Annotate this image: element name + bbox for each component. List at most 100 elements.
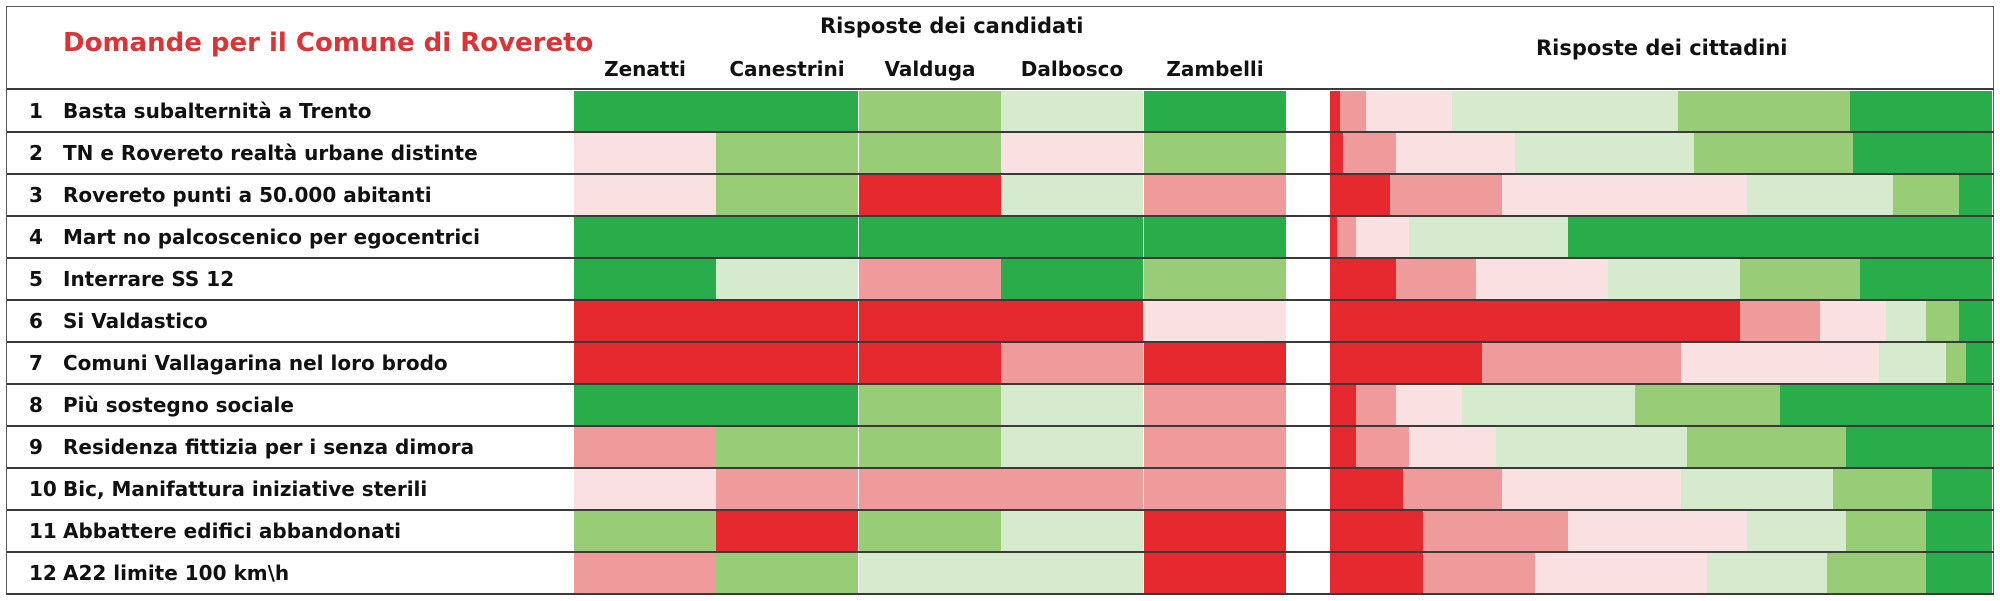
citizen-answer-segment (1330, 385, 1356, 425)
citizen-answer-segment (1780, 385, 1992, 425)
question-text: A22 limite 100 km\h (63, 561, 290, 585)
citizen-answer-segment (1496, 427, 1687, 467)
citizen-answer-segment (1330, 217, 1337, 257)
citizen-answer-segment (1827, 553, 1926, 593)
candidate-answer-cell (1001, 343, 1143, 383)
citizen-answer-segment (1330, 175, 1390, 215)
candidate-answer-cell (574, 259, 716, 299)
candidate-answer-cell (716, 385, 858, 425)
candidate-answer-cell (574, 511, 716, 551)
citizen-answer-segment (1959, 301, 1992, 341)
citizen-answer-segment (1340, 91, 1366, 131)
question-text: Più sostegno sociale (63, 393, 294, 417)
question-text: Comuni Vallagarina nel loro brodo (63, 351, 448, 375)
citizen-answer-segment (1833, 469, 1932, 509)
row-separator (7, 383, 1994, 385)
candidate-answer-cell (716, 427, 858, 467)
question-number: 12 (29, 561, 57, 585)
citizen-answer-segment (1390, 175, 1502, 215)
candidate-answer-cell (1001, 259, 1143, 299)
candidate-answer-cell (1144, 217, 1286, 257)
candidate-answer-cell (574, 301, 716, 341)
question-number: 2 (29, 141, 43, 165)
row-separator (7, 299, 1994, 301)
candidate-answer-cell (574, 553, 716, 593)
citizen-answer-segment (1409, 427, 1496, 467)
question-label: 4 Mart no palcoscenico per egocentrici (7, 217, 567, 257)
citizen-answer-segment (1687, 427, 1846, 467)
citizen-answer-segment (1409, 217, 1568, 257)
candidate-answer-cell (1001, 133, 1143, 173)
candidate-answer-cell (1144, 511, 1286, 551)
question-number: 6 (29, 309, 43, 333)
question-text: TN e Rovereto realtà urbane distinte (63, 141, 478, 165)
candidate-answer-cell (574, 91, 716, 131)
candidate-header-zenatti: Zenatti (604, 57, 686, 81)
row-separator (7, 173, 1994, 175)
candidate-answer-cell (1001, 217, 1143, 257)
citizen-answer-segment (1330, 469, 1403, 509)
candidate-answer-cell (859, 469, 1001, 509)
citizen-answer-segment (1740, 301, 1820, 341)
citizen-answer-segment (1356, 385, 1396, 425)
question-text: Si Valdastico (63, 309, 208, 333)
question-number: 11 (29, 519, 57, 543)
citizen-answer-segment (1502, 175, 1747, 215)
citizen-answer-segment (1946, 343, 1966, 383)
question-text: Basta subalternità a Trento (63, 99, 372, 123)
question-label: 6 Si Valdastico (7, 301, 567, 341)
citizen-answer-segment (1893, 175, 1959, 215)
row-separator (7, 215, 1994, 217)
citizen-answer-segment (1926, 301, 1959, 341)
question-label: 1 Basta subalternità a Trento (7, 91, 567, 131)
question-text: Interrare SS 12 (63, 267, 235, 291)
candidate-answer-cell (716, 343, 858, 383)
candidate-answer-cell (1001, 469, 1143, 509)
candidate-answer-cell (574, 385, 716, 425)
citizen-answer-segment (1966, 343, 1992, 383)
row-separator (7, 257, 1994, 259)
candidate-answer-cell (859, 511, 1001, 551)
candidate-answer-cell (716, 301, 858, 341)
citizen-answer-segment (1932, 469, 1992, 509)
citizen-answer-segment (1343, 133, 1396, 173)
candidate-answer-cell (1144, 343, 1286, 383)
candidate-answer-cell (859, 175, 1001, 215)
citizen-answer-segment (1846, 511, 1926, 551)
header-separator (7, 88, 1994, 90)
question-text: Residenza fittizia per i senza dimora (63, 435, 475, 459)
question-number: 1 (29, 99, 43, 123)
candidate-answer-cell (1001, 175, 1143, 215)
candidate-answer-cell (859, 427, 1001, 467)
citizen-answer-segment (1535, 553, 1707, 593)
candidate-answer-cell (859, 217, 1001, 257)
candidate-answer-cell (574, 133, 716, 173)
question-number: 5 (29, 267, 43, 291)
candidate-answer-cell (574, 469, 716, 509)
question-text: Mart no palcoscenico per egocentrici (63, 225, 480, 249)
candidate-answer-cell (1001, 511, 1143, 551)
candidate-answer-cell (716, 133, 858, 173)
citizen-answer-segment (1678, 91, 1850, 131)
question-text: Rovereto punti a 50.000 abitanti (63, 183, 432, 207)
candidate-answer-cell (1144, 301, 1286, 341)
question-label: 9 Residenza fittizia per i senza dimora (7, 427, 567, 467)
citizen-answer-segment (1747, 511, 1846, 551)
citizen-answer-segment (1330, 427, 1356, 467)
citizen-answer-segment (1635, 385, 1780, 425)
question-label: 11 Abbattere edifici abbandonati (7, 511, 567, 551)
question-number: 10 (29, 477, 57, 501)
candidate-answer-cell (1144, 175, 1286, 215)
candidate-answer-cell (1144, 259, 1286, 299)
citizen-answer-segment (1707, 553, 1827, 593)
candidate-answer-cell (716, 259, 858, 299)
citizen-answer-segment (1330, 343, 1482, 383)
citizen-answer-segment (1337, 217, 1356, 257)
question-label: 3 Rovereto punti a 50.000 abitanti (7, 175, 567, 215)
question-number: 8 (29, 393, 43, 417)
citizen-answer-segment (1568, 511, 1747, 551)
row-separator (7, 131, 1994, 133)
candidate-answer-cell (859, 133, 1001, 173)
citizen-answer-segment (1396, 133, 1515, 173)
candidates-group-title: Risposte dei candidati (820, 14, 1084, 38)
